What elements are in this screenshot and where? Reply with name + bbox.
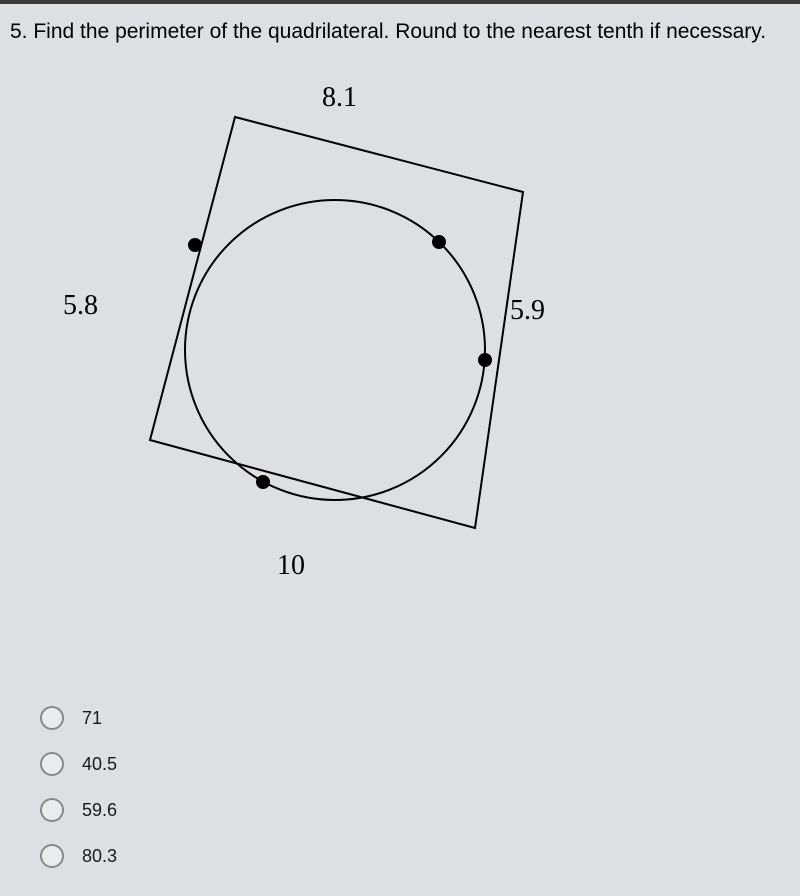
label-left: 5.8 <box>63 290 98 322</box>
label-bottom: 10 <box>277 550 305 582</box>
label-top: 8.1 <box>322 82 357 114</box>
tangent-point <box>478 353 492 367</box>
top-bar <box>0 0 800 4</box>
geometry-diagram <box>75 70 605 650</box>
option-d[interactable]: 80.3 <box>40 844 117 868</box>
option-label: 71 <box>82 708 102 729</box>
tangent-point <box>188 238 202 252</box>
question-prompt: 5. Find the perimeter of the quadrilater… <box>10 20 766 44</box>
option-a[interactable]: 71 <box>40 706 117 730</box>
question-number: 5. <box>10 20 28 43</box>
radio-icon <box>40 706 64 730</box>
radio-icon <box>40 798 64 822</box>
radio-icon <box>40 844 64 868</box>
radio-icon <box>40 752 64 776</box>
label-right: 5.9 <box>510 295 545 327</box>
tangent-point <box>432 235 446 249</box>
option-label: 80.3 <box>82 846 117 867</box>
tangent-point <box>256 475 270 489</box>
option-b[interactable]: 40.5 <box>40 752 117 776</box>
option-c[interactable]: 59.6 <box>40 798 117 822</box>
diagram-svg <box>75 70 605 650</box>
quadrilateral <box>150 117 523 528</box>
option-label: 40.5 <box>82 754 117 775</box>
answer-options: 71 40.5 59.6 80.3 <box>40 706 117 890</box>
question-body: Find the perimeter of the quadrilateral.… <box>33 20 766 43</box>
option-label: 59.6 <box>82 800 117 821</box>
